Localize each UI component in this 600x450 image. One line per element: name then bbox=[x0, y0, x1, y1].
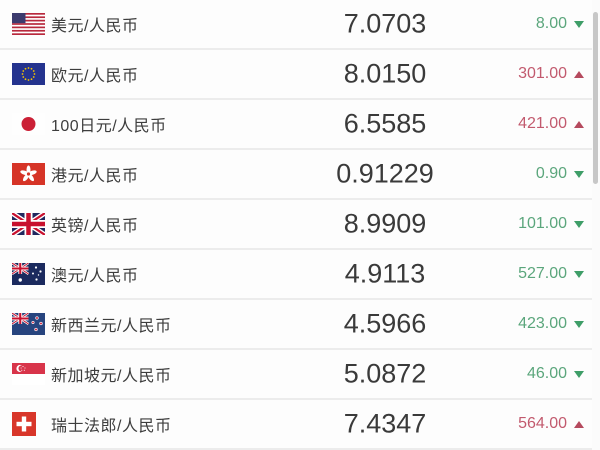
ch-flag-icon bbox=[12, 412, 45, 436]
up-arrow-icon bbox=[574, 70, 584, 78]
currency-row[interactable]: 瑞士法郎/人民币 7.4347 564.00 bbox=[0, 400, 600, 450]
change-cell: 8.00 bbox=[536, 15, 584, 33]
currency-pair-label: 英镑/人民币 bbox=[51, 218, 139, 235]
sg-flag-icon bbox=[12, 362, 45, 386]
down-arrow-icon bbox=[574, 270, 584, 278]
up-arrow-icon bbox=[574, 420, 584, 428]
down-arrow-icon bbox=[574, 220, 584, 228]
gb-flag-icon bbox=[12, 212, 45, 236]
nz-flag-icon bbox=[12, 312, 45, 336]
down-arrow-icon bbox=[574, 170, 584, 178]
currency-pair-label: 新西兰元/人民币 bbox=[51, 318, 172, 335]
change-cell: 101.00 bbox=[518, 215, 584, 233]
exchange-rate-value: 7.4347 bbox=[343, 408, 427, 439]
eu-flag-icon bbox=[12, 62, 45, 86]
up-arrow-icon bbox=[574, 120, 584, 128]
jp-flag-icon bbox=[12, 112, 45, 136]
change-value: 421.00 bbox=[518, 115, 567, 132]
currency-pair-label: 新加坡元/人民币 bbox=[51, 368, 172, 385]
change-value: 527.00 bbox=[518, 265, 567, 282]
change-value: 301.00 bbox=[518, 65, 567, 82]
currency-row[interactable]: 新加坡元/人民币 5.0872 46.00 bbox=[0, 350, 600, 400]
down-arrow-icon bbox=[574, 370, 584, 378]
down-arrow-icon bbox=[574, 20, 584, 28]
currency-row[interactable]: 欧元/人民币 8.0150 301.00 bbox=[0, 50, 600, 100]
exchange-rate-value: 4.9113 bbox=[344, 258, 426, 289]
currency-row[interactable]: 港元/人民币 0.91229 0.90 bbox=[0, 150, 600, 200]
change-cell: 527.00 bbox=[518, 265, 584, 283]
down-arrow-icon bbox=[574, 320, 584, 328]
currency-pair-label: 瑞士法郎/人民币 bbox=[51, 418, 172, 435]
exchange-rate-value: 8.0150 bbox=[343, 58, 427, 89]
change-value: 46.00 bbox=[526, 365, 567, 382]
change-value: 8.00 bbox=[535, 15, 567, 32]
currency-row[interactable]: 100日元/人民币 6.5585 421.00 bbox=[0, 100, 600, 150]
exchange-rate-value: 8.9909 bbox=[343, 208, 427, 239]
change-value: 423.00 bbox=[518, 315, 567, 332]
change-cell: 46.00 bbox=[527, 365, 584, 383]
change-cell: 421.00 bbox=[518, 115, 584, 133]
currency-row[interactable]: 英镑/人民币 8.9909 101.00 bbox=[0, 200, 600, 250]
currency-row[interactable]: 澳元/人民币 4.9113 527.00 bbox=[0, 250, 600, 300]
currency-pair-label: 美元/人民币 bbox=[51, 18, 139, 35]
exchange-rate-value: 7.0703 bbox=[343, 8, 427, 39]
change-value: 101.00 bbox=[518, 215, 567, 232]
currency-pair-label: 港元/人民币 bbox=[51, 168, 139, 185]
currency-pair-label: 欧元/人民币 bbox=[51, 68, 139, 85]
currency-row[interactable]: 新西兰元/人民币 4.5966 423.00 bbox=[0, 300, 600, 350]
change-value: 564.00 bbox=[518, 415, 567, 432]
exchange-rate-value: 6.5585 bbox=[343, 108, 427, 139]
currency-pair-label: 澳元/人民币 bbox=[51, 268, 139, 285]
au-flag-icon bbox=[12, 262, 45, 286]
exchange-rate-value: 0.91229 bbox=[336, 158, 434, 189]
change-cell: 0.90 bbox=[536, 165, 584, 183]
change-value: 0.90 bbox=[535, 165, 567, 182]
currency-pair-label: 100日元/人民币 bbox=[51, 118, 167, 135]
scrollbar-track[interactable] bbox=[592, 0, 600, 450]
currency-row[interactable]: 美元/人民币 7.0703 8.00 bbox=[0, 0, 600, 50]
hk-flag-icon bbox=[12, 162, 45, 186]
us-flag-icon bbox=[12, 12, 45, 36]
change-cell: 564.00 bbox=[518, 415, 584, 433]
change-cell: 423.00 bbox=[518, 315, 584, 333]
exchange-rate-value: 5.0872 bbox=[343, 358, 427, 389]
exchange-rate-value: 4.5966 bbox=[343, 308, 427, 339]
change-cell: 301.00 bbox=[518, 65, 584, 83]
scrollbar-thumb[interactable] bbox=[593, 12, 598, 184]
